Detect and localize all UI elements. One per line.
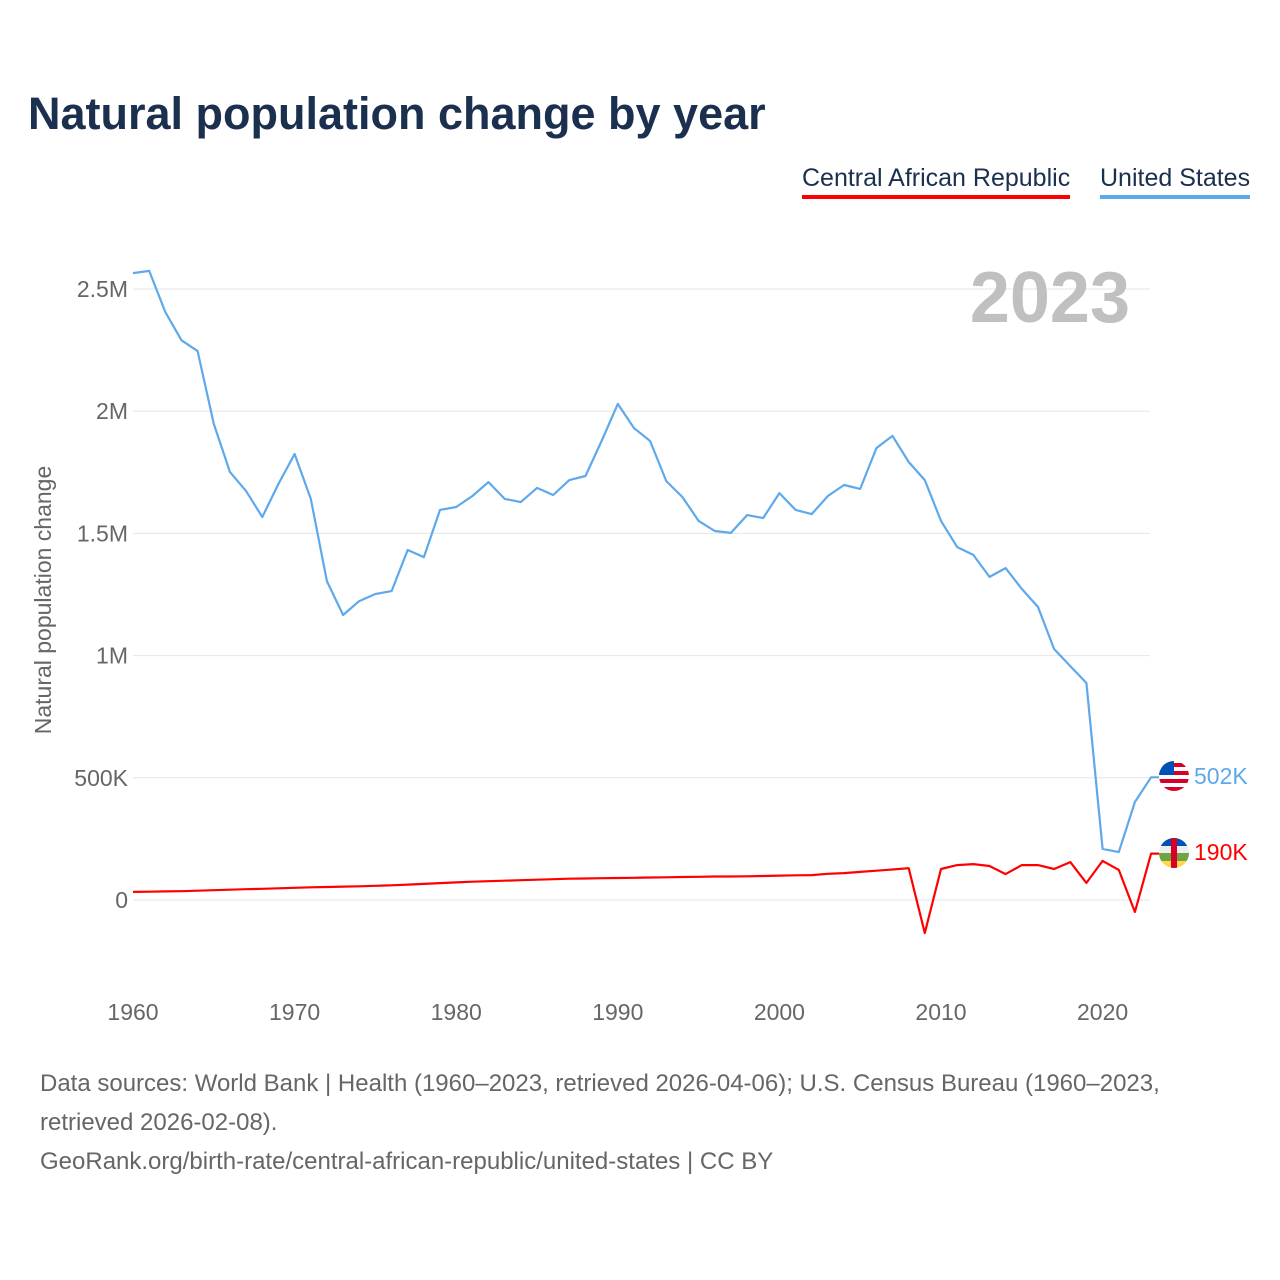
us-flag-icon: [1159, 761, 1189, 791]
series-line-central-african-republic[interactable]: [132, 852, 1160, 935]
central-african-republic-flag-icon: [1159, 838, 1189, 868]
car-end-value-label: 190K: [1194, 839, 1248, 865]
y-axis-label: Natural population change: [30, 466, 56, 735]
y-tick-label: 500K: [74, 765, 128, 791]
legend-item-united-states[interactable]: United States: [1100, 164, 1251, 199]
x-tick-label: 1980: [431, 999, 482, 1025]
legend-item-central-african-republic[interactable]: Central African Republic: [802, 164, 1071, 199]
footer-link[interactable]: GeoRank.org/birth-rate/central-african-r…: [40, 1148, 774, 1175]
y-tick-label: 2M: [96, 398, 128, 424]
series-line-united-states[interactable]: [132, 269, 1160, 854]
y-tick-label: 1.5M: [77, 520, 128, 546]
y-tick-label: 1M: [96, 643, 128, 669]
y-tick-label: 2.5M: [77, 276, 128, 302]
footer-sources: Data sources: World Bank | Health (1960–…: [40, 1070, 1160, 1136]
x-tick-label: 2010: [915, 999, 966, 1025]
x-tick-label: 1960: [107, 999, 158, 1025]
chart-title: Natural population change by year: [28, 88, 766, 139]
x-tick-label: 1970: [269, 999, 320, 1025]
us-end-value-label: 502K: [1194, 763, 1248, 789]
year-watermark: 2023: [970, 258, 1130, 338]
x-tick-label: 1990: [592, 999, 643, 1025]
y-tick-label: 0: [115, 887, 128, 913]
x-tick-label: 2000: [754, 999, 805, 1025]
x-tick-label: 2020: [1077, 999, 1128, 1025]
